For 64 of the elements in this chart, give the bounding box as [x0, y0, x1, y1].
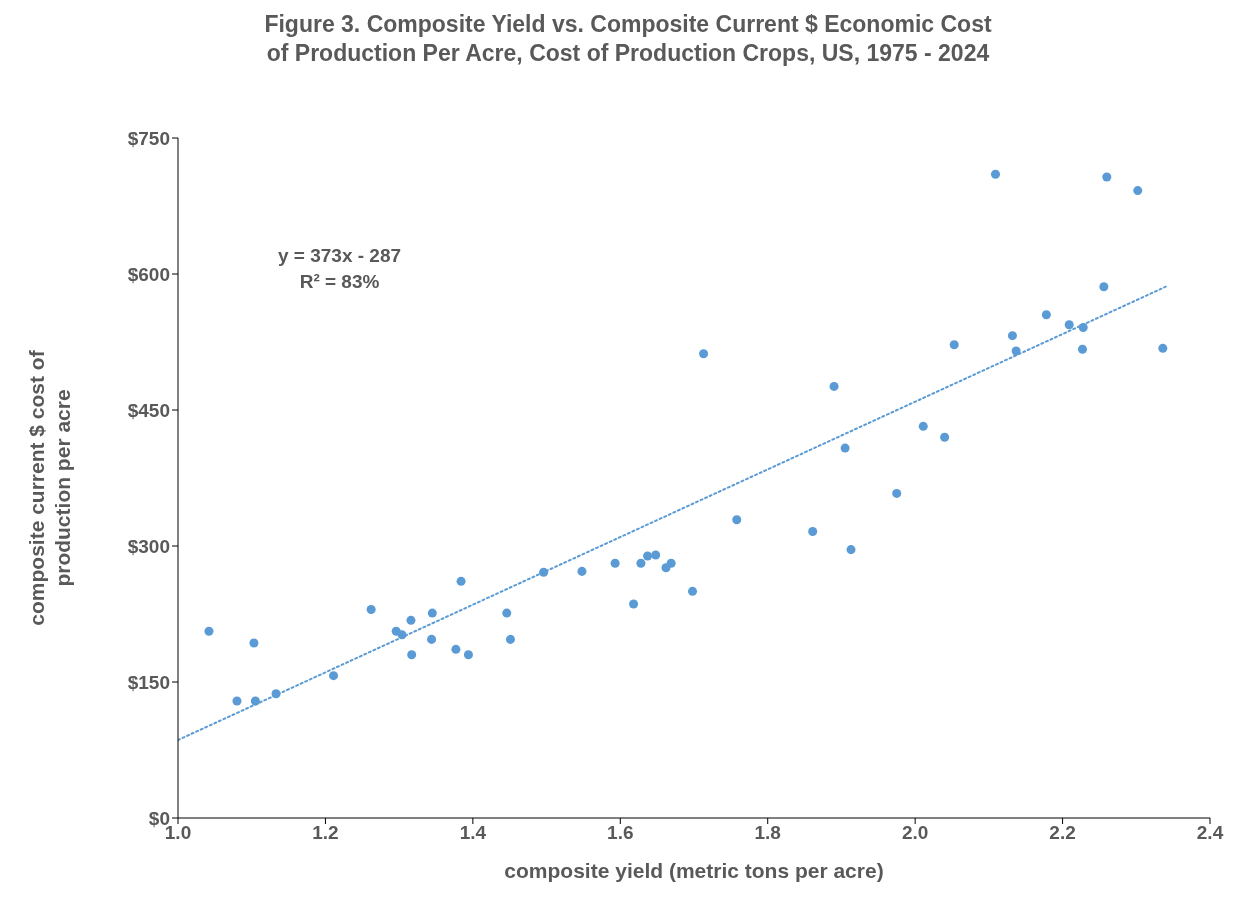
point	[1158, 343, 1168, 353]
point	[918, 421, 928, 431]
x-tick-label: 1.8	[754, 822, 781, 844]
point	[629, 599, 639, 609]
x-tick-label: 1.4	[459, 822, 487, 844]
point	[427, 634, 437, 644]
y-tick-label: $750	[127, 127, 170, 149]
point	[249, 638, 259, 648]
point	[829, 381, 839, 391]
point	[651, 550, 661, 560]
point	[1077, 344, 1087, 354]
point	[1102, 172, 1112, 182]
point	[840, 443, 850, 453]
point	[940, 432, 950, 442]
y-axis-title: composite current $ cost of production per acre	[24, 349, 75, 628]
point	[232, 696, 242, 706]
point	[271, 689, 281, 699]
annotation: y = 373x - 287	[278, 244, 402, 268]
point	[1133, 186, 1143, 196]
point	[406, 615, 416, 625]
point	[204, 626, 214, 636]
x-tick-label: 2.4	[1196, 822, 1224, 844]
point	[456, 576, 466, 586]
point	[699, 349, 709, 359]
point	[427, 608, 437, 618]
point	[329, 671, 339, 681]
point	[808, 526, 818, 536]
point	[666, 558, 676, 568]
point	[502, 608, 512, 618]
x-tick-label: 1.2	[312, 822, 339, 844]
x-tick-label: 2.0	[901, 822, 929, 844]
point	[643, 551, 653, 561]
point	[250, 696, 260, 706]
point	[949, 340, 959, 350]
x-tick-label: 2.2	[1049, 822, 1076, 844]
chart-title: Figure 3. Composite Yield vs. Composite Current $ Economic Cost of Production Per Acre, Cost of Production Crops, US, 1975 - 2024	[263, 10, 993, 68]
point	[990, 169, 1001, 179]
point	[1041, 310, 1051, 320]
point	[366, 604, 376, 614]
y-tick-label: $300	[127, 535, 170, 557]
point	[397, 630, 407, 640]
point	[577, 566, 587, 576]
y-tick-label: $600	[127, 263, 170, 285]
x-axis-title: composite yield (metric tons per acre)	[504, 859, 884, 882]
point	[1078, 322, 1088, 332]
point	[505, 634, 515, 644]
point	[846, 545, 856, 555]
y-tick-label: $150	[127, 671, 170, 693]
point	[451, 644, 461, 654]
point	[732, 515, 742, 525]
point	[463, 650, 473, 660]
annotation: R² = 83%	[298, 270, 381, 294]
point	[1011, 346, 1021, 356]
point	[539, 567, 549, 577]
point	[636, 558, 646, 568]
point	[610, 558, 620, 568]
point	[1007, 331, 1017, 341]
y-tick-label: $450	[127, 399, 170, 421]
point	[892, 488, 902, 498]
point	[1064, 320, 1074, 330]
point	[1099, 282, 1109, 292]
point	[688, 586, 698, 596]
point	[407, 650, 417, 660]
x-tick-label: 1.6	[607, 822, 634, 844]
